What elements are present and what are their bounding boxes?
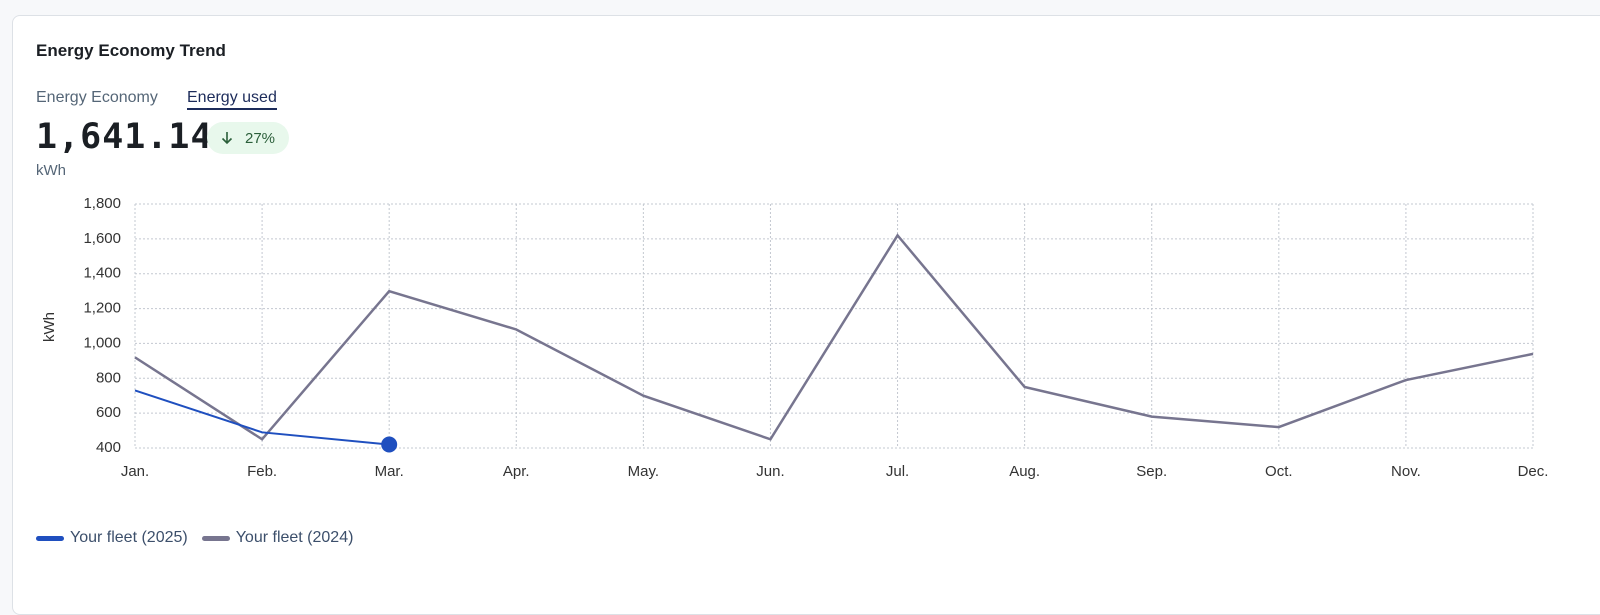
- x-tick-label: Oct.: [1265, 463, 1293, 480]
- legend-item[interactable]: Your fleet (2025): [36, 529, 188, 547]
- x-tick-label: Jun.: [756, 463, 784, 480]
- y-axis-label: kWh: [41, 312, 58, 342]
- y-tick-label: 800: [96, 369, 121, 386]
- x-tick-label: Aug.: [1009, 463, 1040, 480]
- chart: kWh 400 600 800 1,000 1,200 1,400 1,600 1,800 Ja…: [41, 195, 1549, 480]
- legend-label: Your fleet (2025): [70, 529, 188, 546]
- change-badge: 27%: [207, 122, 289, 154]
- y-tick-label: 1,200: [83, 300, 121, 317]
- x-tick-label: Jan.: [121, 463, 149, 480]
- series-line: [134, 389, 390, 446]
- tab[interactable]: Energy Economy: [36, 89, 158, 106]
- card-title: Energy Economy Trend: [36, 41, 226, 60]
- summary-value: 1,641.14: [36, 117, 213, 157]
- x-tick-label: Sep.: [1136, 463, 1167, 480]
- legend-swatch: [201, 535, 230, 541]
- last-point-marker: [381, 436, 398, 453]
- down-arrow-icon: [221, 132, 233, 145]
- x-tick-label: Nov.: [1391, 463, 1421, 480]
- card: [12, 15, 1600, 615]
- y-tick-label: 600: [96, 404, 121, 421]
- page: {"header": {"title": "Energy Economy Tre…: [12, 15, 1600, 615]
- x-tick-label: Mar.: [375, 463, 404, 480]
- x-tick-label: May.: [628, 463, 659, 480]
- summary-unit: kWh: [36, 162, 66, 179]
- y-tick-label: 1,800: [83, 195, 121, 212]
- legend-item[interactable]: Your fleet (2024): [201, 529, 354, 547]
- tab-active[interactable]: Energy used: [187, 89, 277, 110]
- x-tick-label: Feb.: [247, 463, 277, 480]
- y-tick-label: 1,600: [83, 230, 121, 247]
- x-tick-label: Dec.: [1518, 463, 1549, 480]
- legend-label: Your fleet (2024): [235, 529, 354, 546]
- x-tick-label: Jul.: [886, 463, 909, 480]
- y-tick-label: 1,000: [83, 334, 121, 351]
- y-tick-label: 400: [96, 439, 121, 456]
- series-line: [134, 233, 1534, 441]
- legend-swatch: [36, 535, 64, 541]
- change-value: 27%: [244, 129, 276, 147]
- x-tick-label: Apr.: [503, 463, 530, 480]
- y-tick-label: 1,400: [83, 265, 121, 282]
